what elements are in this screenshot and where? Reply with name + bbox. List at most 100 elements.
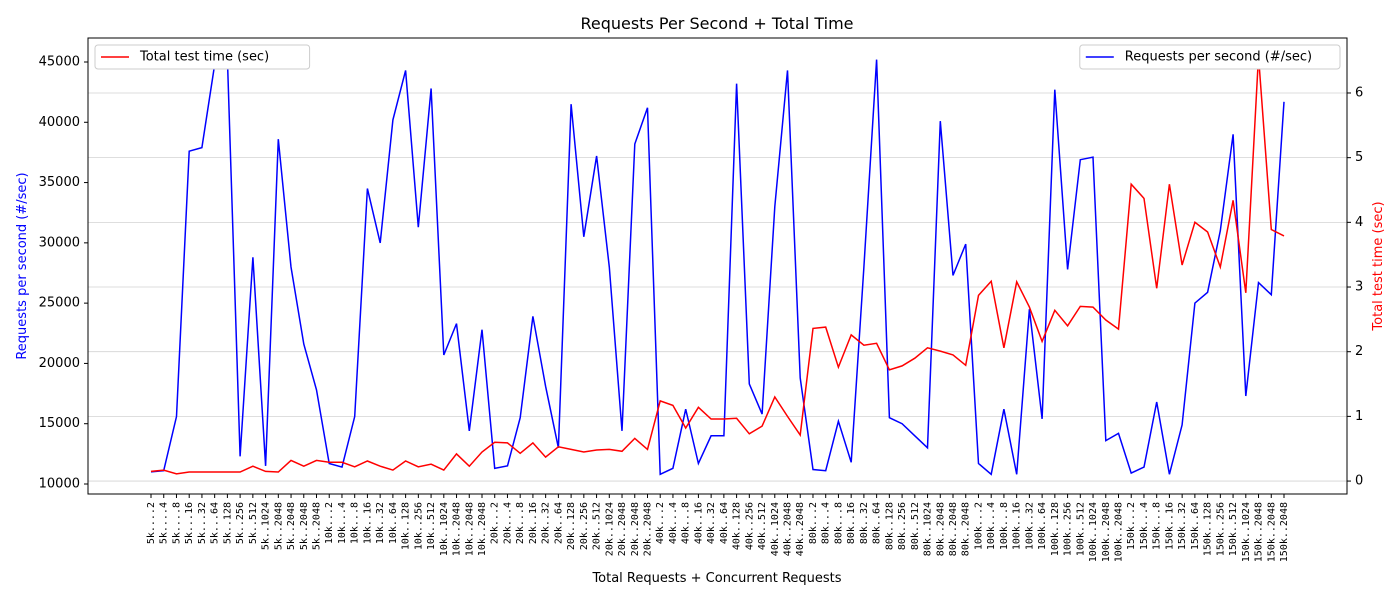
x-tick-label: 5k..2048 xyxy=(312,502,323,550)
x-tick-label: 40k..256 xyxy=(744,502,755,550)
x-tick-label: 80k..16 xyxy=(846,502,857,544)
y-tick-label: 15000 xyxy=(39,416,80,431)
x-tick-label: 10k..1024 xyxy=(439,502,450,556)
x-tick-label: 40k..128 xyxy=(732,502,743,550)
x-tick-label: 10k...2 xyxy=(324,502,335,544)
x-tick-label: 80k..32 xyxy=(859,502,870,544)
x-tick-label: 40k...4 xyxy=(668,502,679,544)
x-tick-label: 150k..128 xyxy=(1203,502,1214,556)
y2-tick-label: 2 xyxy=(1355,344,1363,359)
x-tick-label: 80k..512 xyxy=(910,502,921,550)
x-tick-label: 150k..2048 xyxy=(1254,502,1265,562)
y2-tick-label: 6 xyxy=(1355,85,1363,100)
x-tick-label: 5k..2048 xyxy=(286,502,297,550)
x-tick-label: 10k..16 xyxy=(362,502,373,544)
x-tick-label: 20k..512 xyxy=(592,502,603,550)
x-tick-label: 100k..256 xyxy=(1063,502,1074,556)
x-tick-label: 100k..512 xyxy=(1075,502,1086,556)
x-axis-label: Total Requests + Concurrent Requests xyxy=(591,571,841,586)
x-tick-label: 40k..2048 xyxy=(795,502,806,556)
x-tick-label: 80k..128 xyxy=(884,502,895,550)
x-tick-label: 20k..64 xyxy=(553,502,564,544)
x-tick-label: 10k...4 xyxy=(337,502,348,544)
x-tick-label: 80k..1024 xyxy=(923,502,934,556)
x-tick-label: 150k..32 xyxy=(1177,502,1188,550)
x-tick-label: 5k....4 xyxy=(159,502,170,544)
x-tick-label: 20k..2048 xyxy=(630,502,641,556)
series-line xyxy=(150,56,1285,475)
x-tick-label: 5k..256 xyxy=(235,502,246,544)
x-tick-label: 150k..256 xyxy=(1215,502,1226,556)
y-tick-label: 30000 xyxy=(39,235,80,250)
x-tick-label: 150k..1024 xyxy=(1241,502,1252,562)
x-tick-label: 150k...4 xyxy=(1139,502,1150,550)
y2-tick-label: 0 xyxy=(1355,474,1363,489)
x-tick-label: 80k..2048 xyxy=(948,502,959,556)
x-tick-label: 80k...4 xyxy=(821,502,832,544)
x-tick-label: 80k..256 xyxy=(897,502,908,550)
x-tick-label: 150k..512 xyxy=(1228,502,1239,556)
chart-title: Requests Per Second + Total Time xyxy=(580,14,853,33)
x-tick-label: 80k..2048 xyxy=(935,502,946,556)
x-tick-label: 100k...2 xyxy=(973,502,984,550)
x-tick-label: 80k...8 xyxy=(833,502,844,544)
x-tick-label: 20k..256 xyxy=(579,502,590,550)
x-tick-label: 40k...2 xyxy=(655,502,666,544)
x-tick-label: 20k..2048 xyxy=(617,502,628,556)
x-tick-label: 20k..1024 xyxy=(604,502,615,556)
x-tick-label: 40k..16 xyxy=(693,502,704,544)
x-tick-label: 100k..2048 xyxy=(1113,502,1124,562)
y-tick-label: 25000 xyxy=(39,296,80,311)
x-tick-label: 5k..128 xyxy=(222,502,233,544)
x-tick-label: 5k..512 xyxy=(248,502,259,544)
x-tick-label: 40k..1024 xyxy=(770,502,781,556)
x-tick-label: 150k..2048 xyxy=(1266,502,1277,562)
y2-tick-label: 4 xyxy=(1355,215,1363,230)
y-tick-label: 20000 xyxy=(39,356,80,371)
y2-tick-label: 3 xyxy=(1355,280,1363,295)
x-tick-label: 10k..256 xyxy=(413,502,424,550)
x-tick-label: 10k..512 xyxy=(426,502,437,550)
legend: Requests per second (#/sec) xyxy=(1079,44,1341,70)
x-tick-label: 20k..2048 xyxy=(642,502,653,556)
x-tick-label: 150k..16 xyxy=(1164,502,1175,550)
x-tick-label: 10k..32 xyxy=(375,502,386,544)
legend-label: Total test time (sec) xyxy=(139,50,269,65)
x-tick-label: 80k...2 xyxy=(808,502,819,544)
x-tick-label: 100k..1024 xyxy=(1088,502,1099,562)
x-tick-label: 5k....2 xyxy=(146,502,157,544)
x-tick-label: 5k....8 xyxy=(171,502,182,544)
x-tick-label: 40k..64 xyxy=(719,502,730,544)
x-tick-label: 100k...8 xyxy=(999,502,1010,550)
legend: Total test time (sec) xyxy=(94,44,311,70)
y-tick-label: 10000 xyxy=(39,476,80,491)
x-tick-label: 150k..2048 xyxy=(1279,502,1290,562)
x-tick-label: 80k..2048 xyxy=(961,502,972,556)
x-tick-label: 20k...4 xyxy=(502,502,513,544)
x-tick-label: 40k..2048 xyxy=(783,502,794,556)
x-tick-label: 40k..32 xyxy=(706,502,717,544)
x-tick-label: 100k..16 xyxy=(1012,502,1023,550)
x-tick-label: 100k..128 xyxy=(1050,502,1061,556)
x-tick-label: 20k...8 xyxy=(515,502,526,544)
x-tick-label: 150k...8 xyxy=(1152,502,1163,550)
y-tick-label: 35000 xyxy=(39,175,80,190)
y2-tick-label: 5 xyxy=(1355,150,1363,165)
x-tick-label: 20k..128 xyxy=(566,502,577,550)
plot-frame xyxy=(87,37,1348,495)
x-tick-label: 10k...8 xyxy=(350,502,361,544)
legend-box xyxy=(1079,44,1341,70)
x-tick-label: 150k...2 xyxy=(1126,502,1137,550)
x-tick-label: 5k...32 xyxy=(197,502,208,544)
x-tick-label: 5k...64 xyxy=(210,502,221,544)
x-tick-label: 80k..64 xyxy=(872,502,883,544)
x-tick-label: 5k..2048 xyxy=(299,502,310,550)
y-axis-label: Requests per second (#/sec) xyxy=(15,172,30,359)
y-tick-label: 45000 xyxy=(39,54,80,69)
x-tick-label: 100k...4 xyxy=(986,502,997,550)
legend-box xyxy=(94,44,311,70)
legend-label: Requests per second (#/sec) xyxy=(1125,50,1312,65)
x-tick-label: 10k..2048 xyxy=(452,502,463,556)
x-tick-label: 10k..64 xyxy=(388,502,399,544)
